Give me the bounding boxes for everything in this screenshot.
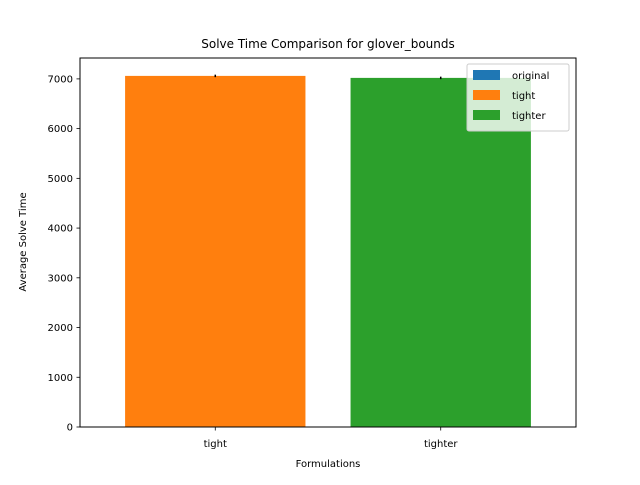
x-tick-label: tighter <box>424 439 458 450</box>
plot-frame <box>79 57 577 428</box>
legend-label-tight: tight <box>512 91 535 102</box>
legend-swatch-original <box>473 70 500 80</box>
bars-group <box>125 75 531 428</box>
legend-label-tighter: tighter <box>512 111 546 122</box>
chart-title: Solve Time Comparison for glover_bounds <box>201 37 455 51</box>
bar-tighter-tighter <box>350 77 531 427</box>
legend-label-original: original <box>512 71 549 82</box>
y-tick-label: 5000 <box>48 174 73 185</box>
y-tick-label: 7000 <box>48 74 73 85</box>
y-axis-label: Average Solve Time <box>18 192 29 291</box>
x-axis-ticks: tight tighter <box>204 427 458 450</box>
y-tick-label: 4000 <box>48 224 73 235</box>
y-tick-label: 0 <box>67 423 73 434</box>
y-tick-label: 2000 <box>48 323 73 334</box>
legend-swatch-tighter <box>473 110 500 120</box>
y-axis-ticks: 0 1000 2000 3000 4000 5000 6000 7000 <box>48 74 80 434</box>
error-bars-group <box>214 74 442 80</box>
legend-swatch-tight <box>473 90 500 100</box>
legend: original tight tighter <box>466 63 570 132</box>
x-tick-label: tight <box>204 439 227 450</box>
x-axis-label: Formulations <box>296 459 361 470</box>
y-tick-label: 3000 <box>48 273 73 284</box>
bar-tight-tight <box>125 75 306 428</box>
y-tick-label: 6000 <box>48 124 73 135</box>
y-tick-label: 1000 <box>48 373 73 384</box>
